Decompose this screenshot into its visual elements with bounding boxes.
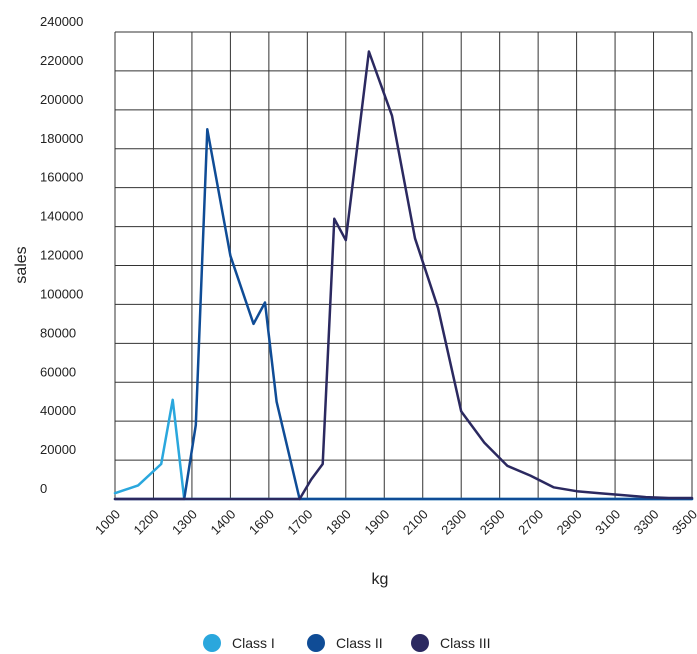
x-tick-label: 1400 xyxy=(207,507,238,538)
series-line-class-ii xyxy=(113,128,694,501)
x-tick-label: 2100 xyxy=(400,507,431,538)
x-tick-label: 1000 xyxy=(92,507,123,538)
x-tick-label: 2300 xyxy=(438,507,469,538)
y-tick-label: 140000 xyxy=(40,209,83,224)
y-axis-title: sales xyxy=(13,246,30,283)
x-tick-label: 1300 xyxy=(169,507,200,538)
x-tick-label: 3100 xyxy=(592,507,623,538)
y-tick-label: 100000 xyxy=(40,286,83,301)
x-tick-label: 2900 xyxy=(554,507,585,538)
legend-label: Class II xyxy=(336,635,383,651)
y-tick-label: 80000 xyxy=(40,325,76,340)
y-tick-label: 40000 xyxy=(40,403,76,418)
series-lines xyxy=(113,50,694,501)
x-tick-label: 3300 xyxy=(631,507,662,538)
y-tick-labels: 0 20000 40000 60000 80000 100000 120000 140000 1… xyxy=(40,14,83,496)
y-tick-label: 220000 xyxy=(40,53,83,68)
series-line-class-iii xyxy=(113,50,694,501)
y-tick-label: 20000 xyxy=(40,442,76,457)
series-line-class-i xyxy=(113,398,694,501)
x-axis-title: kg xyxy=(372,571,389,588)
y-tick-label: 60000 xyxy=(40,364,76,379)
y-tick-label: 200000 xyxy=(40,92,83,107)
x-tick-label: 1600 xyxy=(246,507,277,538)
x-tick-label: 1200 xyxy=(131,507,162,538)
x-tick-label: 3500 xyxy=(669,507,697,538)
y-tick-label: 120000 xyxy=(40,248,83,263)
x-tick-label: 1800 xyxy=(323,507,354,538)
x-tick-label: 2500 xyxy=(477,507,508,538)
y-tick-label: 180000 xyxy=(40,131,83,146)
legend-label: Class III xyxy=(440,635,491,651)
legend-marker xyxy=(411,634,429,652)
x-tick-label: 2700 xyxy=(515,507,546,538)
x-tick-label: 1900 xyxy=(361,507,392,538)
x-tick-label: 1700 xyxy=(284,507,315,538)
legend-marker xyxy=(307,634,325,652)
legend: Class I Class II Class III xyxy=(203,634,491,652)
y-tick-label: 160000 xyxy=(40,170,83,185)
grid xyxy=(114,31,693,500)
y-tick-label: 240000 xyxy=(40,14,83,29)
y-tick-label: 0 xyxy=(40,481,47,496)
legend-label: Class I xyxy=(232,635,275,651)
legend-marker xyxy=(203,634,221,652)
x-tick-labels: 1000 1200 1300 1400 1600 1700 1800 1900 2100 2300… xyxy=(92,507,697,538)
